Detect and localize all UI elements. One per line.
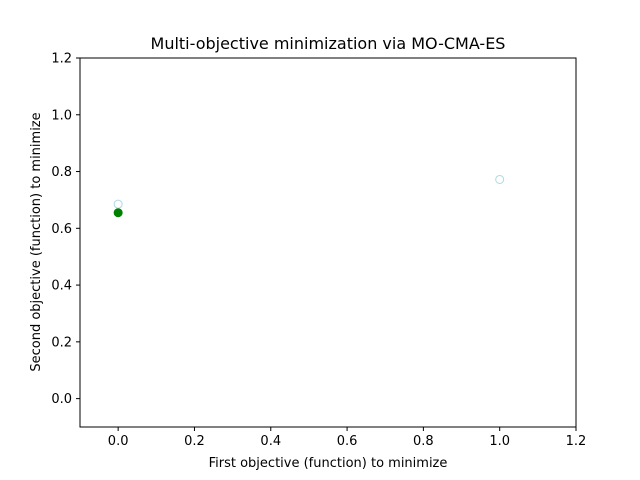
y-tick-label: 1.0 (51, 108, 72, 123)
x-tick-label: 0.8 (413, 434, 434, 449)
x-tick-label: 0.0 (108, 434, 129, 449)
x-axis: 0.0 0.2 0.4 0.6 0.8 1.0 1.2 (108, 427, 587, 449)
y-axis-label: Second objective (function) to minimize (29, 112, 44, 371)
data-points (113, 174, 505, 218)
x-tick-label: 0.6 (337, 434, 358, 449)
open-data-point (113, 199, 123, 209)
chart-title: Multi-objective minimization via MO-CMA-… (151, 34, 506, 53)
y-tick-label: 0.0 (51, 392, 72, 407)
y-tick-label: 0.2 (51, 335, 72, 350)
y-tick-label: 0.4 (51, 279, 72, 294)
y-axis: 0.0 0.2 0.4 0.6 0.8 1.0 1.2 (51, 52, 80, 407)
plot-area-frame (79, 57, 577, 428)
x-tick-label: 1.0 (489, 434, 510, 449)
y-tick-label: 1.2 (51, 52, 72, 67)
y-tick-label: 0.8 (51, 165, 72, 180)
open-data-point (495, 174, 505, 184)
filled-data-point (113, 208, 123, 218)
x-axis-label: First objective (function) to minimize (209, 456, 448, 471)
x-tick-label: 1.2 (566, 434, 587, 449)
x-tick-label: 0.2 (184, 434, 205, 449)
y-tick-label: 0.6 (51, 222, 72, 237)
x-tick-label: 0.4 (260, 434, 281, 449)
